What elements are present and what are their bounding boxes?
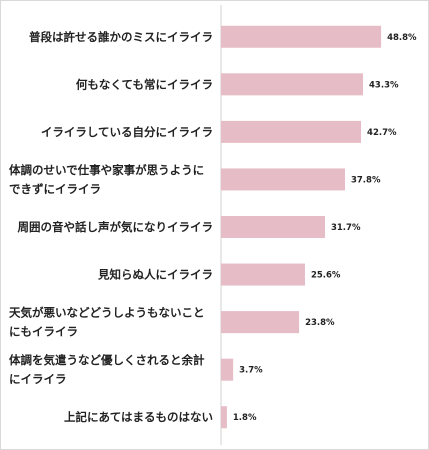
bar <box>221 263 305 286</box>
data-label: 23.8% <box>305 318 335 328</box>
category-label-line: 体調を気遣うなど優しくされると余計 <box>9 353 205 367</box>
category-label: 体調のせいで仕事や家事が思うようにできずにイライラ <box>9 163 204 196</box>
category-label-line: 周囲の音や話し声が気になりイライラ <box>18 220 214 234</box>
bar <box>221 25 382 48</box>
category-label: イライラしている自分にイライラ <box>41 125 213 139</box>
category-label-line: 普段は許せる誰かのミスにイライラ <box>29 30 213 44</box>
category-label: 体調を気遣うなど優しくされると余計にイライラ <box>9 353 205 386</box>
data-label: 1.8% <box>233 413 257 423</box>
category-label-line: 見知らぬ人にイライラ <box>97 268 213 282</box>
bar <box>221 73 364 96</box>
category-label: 普段は許せる誰かのミスにイライラ <box>29 30 213 44</box>
bar <box>221 216 325 238</box>
category-label-line: 何もなくても常にイライラ <box>76 77 213 91</box>
category-label-line: にイライラ <box>9 372 67 386</box>
category-label-line: イライラしている自分にイライラ <box>41 125 213 139</box>
category-label-line: 体調のせいで仕事や家事が思うように <box>9 163 204 177</box>
bar <box>221 311 300 334</box>
category-label: 周囲の音や話し声が気になりイライラ <box>18 220 214 234</box>
category-label-line: にもイライラ <box>9 325 78 339</box>
bar <box>221 358 234 381</box>
data-label: 31.7% <box>331 223 361 233</box>
data-label: 43.3% <box>369 80 399 90</box>
category-label: 見知らぬ人にイライラ <box>97 268 213 282</box>
category-label-line: 天気が悪いなどどうしようもないこと <box>9 306 205 320</box>
category-label: 何もなくても常にイライラ <box>76 77 213 91</box>
data-label: 42.7% <box>367 128 397 138</box>
category-label: 上記にあてはまるものはない <box>64 410 213 424</box>
category-label-line: できずにイライラ <box>9 182 101 196</box>
category-label-line: 上記にあてはまるものはない <box>64 410 213 424</box>
bar <box>221 406 227 429</box>
data-label: 48.8% <box>387 33 417 43</box>
bar <box>221 168 345 191</box>
category-label: 天気が悪いなどどうしようもないことにもイライラ <box>9 306 205 339</box>
data-label: 25.6% <box>311 271 341 281</box>
data-label: 37.8% <box>351 175 381 185</box>
data-label: 3.7% <box>239 366 263 376</box>
bar <box>221 120 362 143</box>
